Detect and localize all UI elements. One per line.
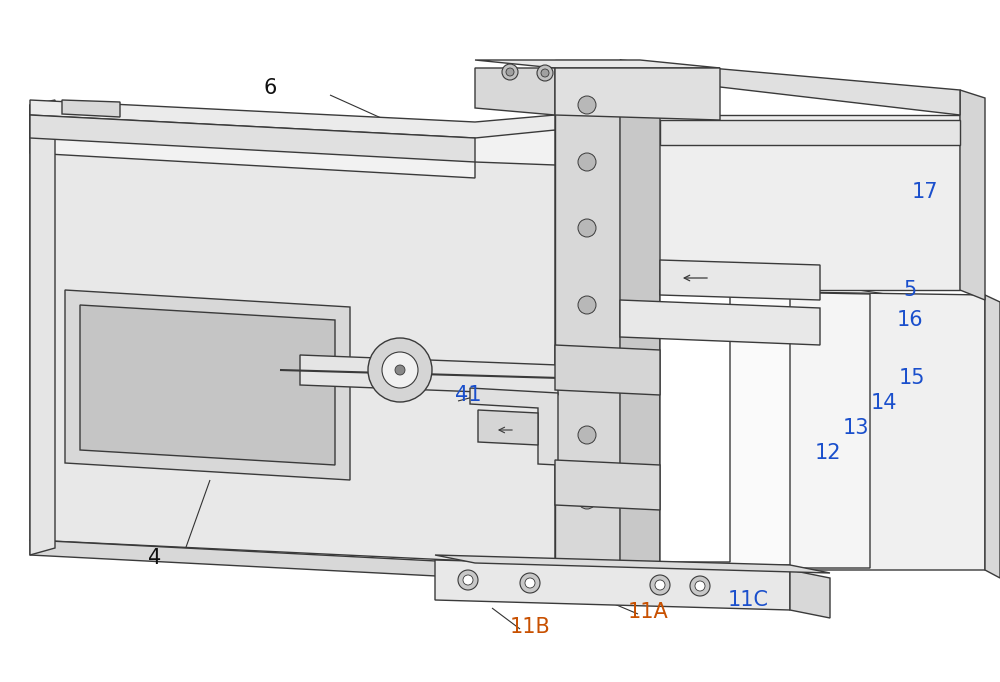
Circle shape [502,64,518,80]
Polygon shape [660,290,870,568]
Polygon shape [30,100,55,555]
Polygon shape [80,305,335,465]
Polygon shape [30,115,475,162]
Polygon shape [555,68,720,120]
Polygon shape [30,105,555,178]
Polygon shape [620,115,960,290]
Polygon shape [960,90,985,300]
Polygon shape [62,100,120,117]
Circle shape [506,68,514,76]
Text: 15: 15 [899,368,925,388]
Polygon shape [790,570,830,618]
Circle shape [578,96,596,114]
Polygon shape [660,290,730,562]
Polygon shape [300,355,558,395]
Polygon shape [660,260,820,300]
Text: 11A: 11A [628,602,668,622]
Polygon shape [475,60,720,68]
Circle shape [463,575,473,585]
Polygon shape [555,460,660,510]
Polygon shape [435,555,830,573]
Text: 14: 14 [871,393,897,413]
Text: 5: 5 [903,280,917,300]
Polygon shape [985,295,1000,578]
Polygon shape [475,68,555,115]
Circle shape [520,573,540,593]
Text: 11C: 11C [728,590,768,610]
Circle shape [578,491,596,509]
Circle shape [541,69,549,77]
Polygon shape [620,60,960,115]
Circle shape [578,153,596,171]
Polygon shape [30,540,475,578]
Text: 17: 17 [912,182,938,202]
Polygon shape [620,60,660,592]
Circle shape [578,219,596,237]
Circle shape [458,570,478,590]
Circle shape [578,426,596,444]
Text: 4: 4 [148,548,162,568]
Circle shape [655,580,665,590]
Polygon shape [478,410,538,445]
Polygon shape [30,105,555,565]
Circle shape [650,575,670,595]
Circle shape [537,65,553,81]
Text: 6: 6 [263,78,277,98]
Text: 13: 13 [843,418,869,438]
Polygon shape [620,300,820,345]
Circle shape [382,352,418,388]
Circle shape [578,361,596,379]
Circle shape [368,338,432,402]
Polygon shape [65,290,350,480]
Polygon shape [660,120,960,145]
Text: 12: 12 [815,443,841,463]
Polygon shape [470,388,558,465]
Circle shape [525,578,535,588]
Polygon shape [555,345,660,395]
Polygon shape [30,100,555,138]
Polygon shape [660,290,985,570]
Text: 11B: 11B [510,617,550,637]
Circle shape [690,576,710,596]
Circle shape [695,581,705,591]
Circle shape [578,296,596,314]
Polygon shape [435,560,790,610]
Text: 16: 16 [897,310,923,330]
Circle shape [395,365,405,375]
Polygon shape [660,290,790,565]
Text: 41: 41 [455,385,481,405]
Polygon shape [555,60,620,580]
